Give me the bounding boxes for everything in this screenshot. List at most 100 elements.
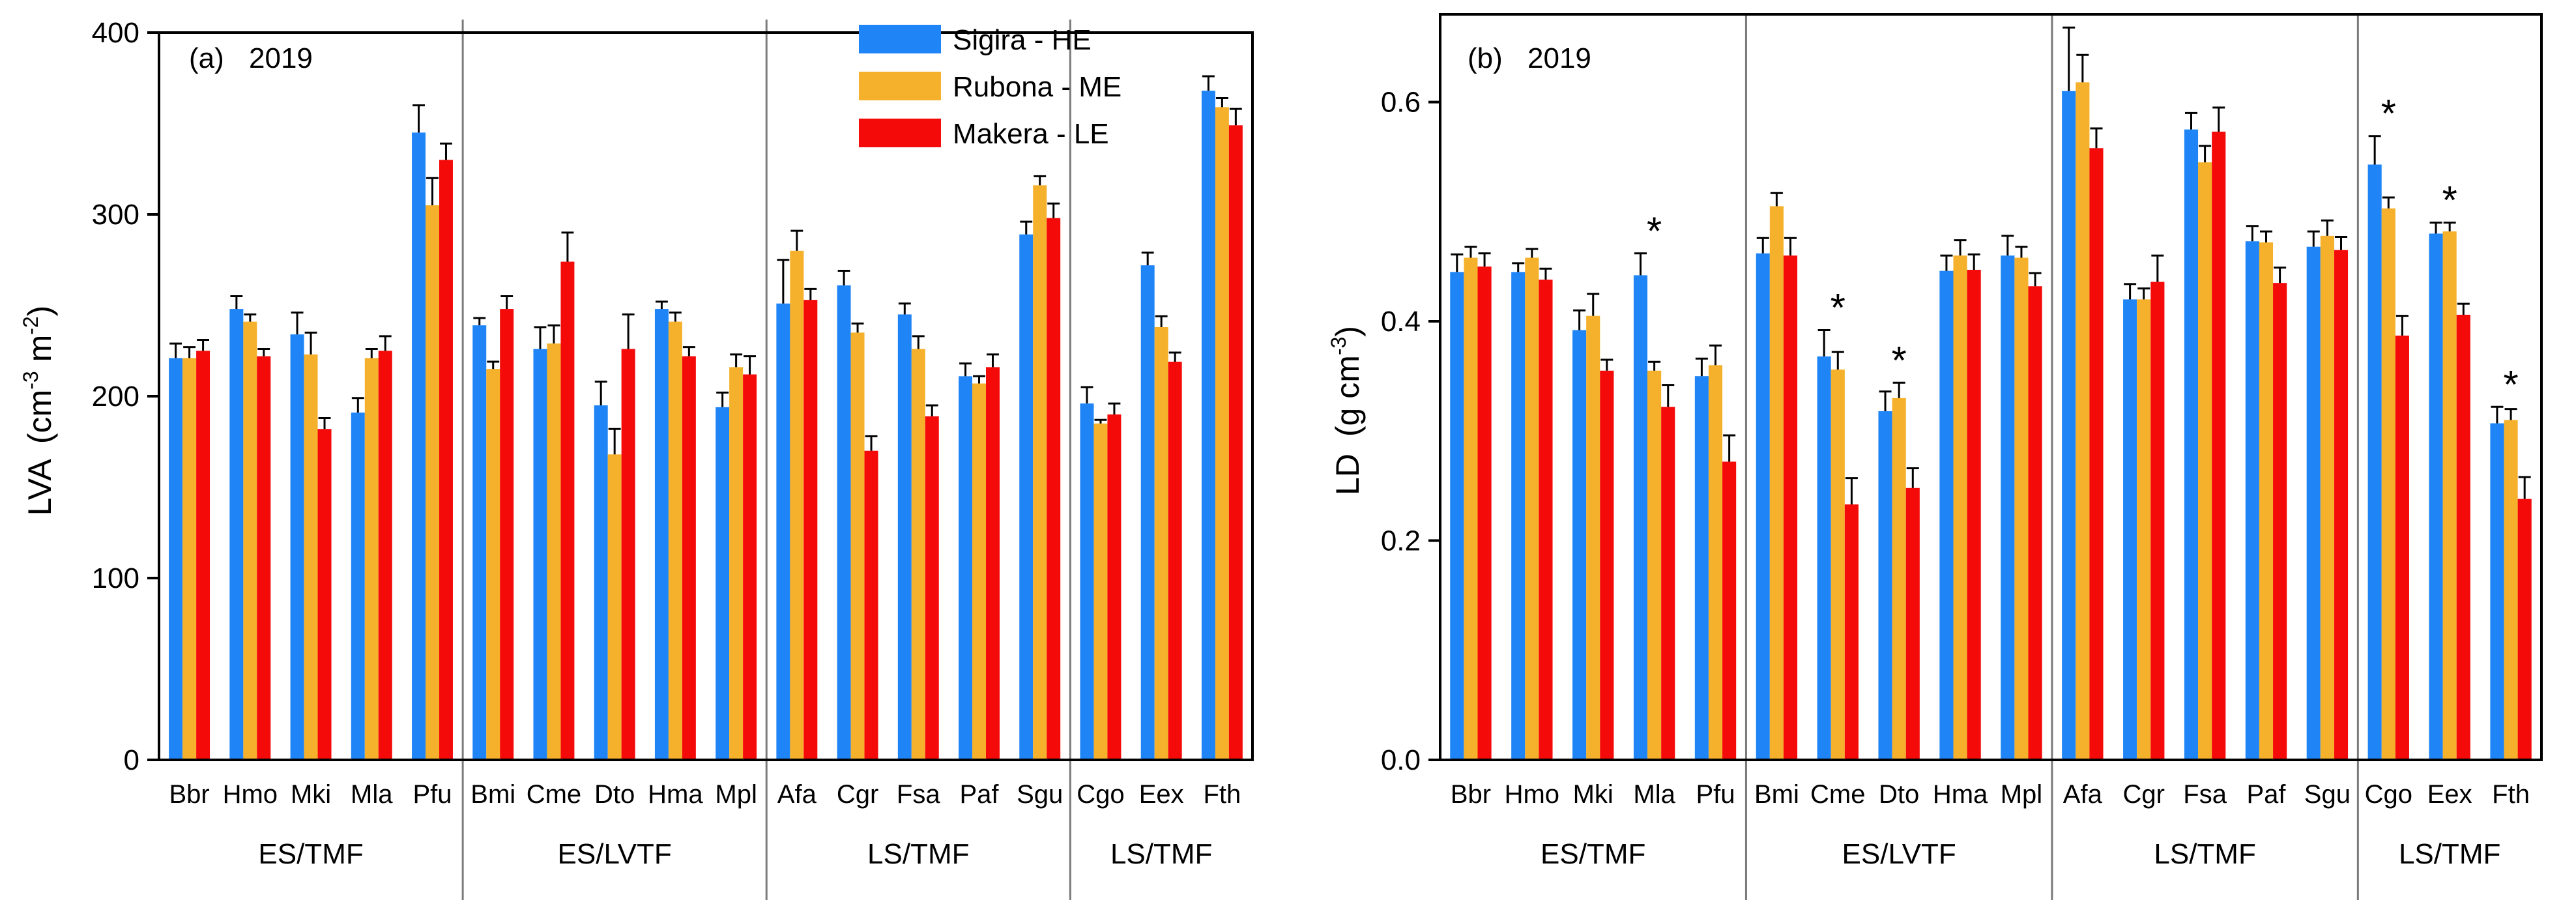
panel-a-bar-le-hma bbox=[682, 356, 696, 760]
panel-b-asterisk-eex: * bbox=[2442, 179, 2457, 222]
panel-b-x-tick-label: Dto bbox=[1879, 780, 1919, 809]
panel-a-bar-he-mpl bbox=[716, 407, 730, 760]
panel-b-x-tick-label: Mla bbox=[1633, 780, 1675, 809]
panel-b-asterisk-dto: * bbox=[1891, 338, 1906, 382]
panel-b-bar-me-hma bbox=[1953, 255, 1967, 760]
panel-b-bar-le-pfu bbox=[1722, 461, 1737, 760]
panel-a-bar-me-bbr bbox=[182, 358, 197, 760]
panel-b-bar-le-cgo bbox=[2395, 335, 2409, 760]
panel-a-bar-me-fth bbox=[1215, 107, 1229, 760]
panel-a-bar-le-mla bbox=[378, 351, 392, 760]
panel-b-bar-he-fth bbox=[2490, 423, 2504, 760]
panel-b-x-tick-label: Cme bbox=[1810, 780, 1865, 809]
panel-a-x-tick-label: Bbr bbox=[169, 780, 209, 809]
panel-b-bar-he-afa bbox=[2062, 91, 2076, 761]
panel-a-y-tick-label: 300 bbox=[92, 199, 139, 231]
panel-b-x-tick-label: Sgu bbox=[2304, 780, 2351, 809]
panel-b-bar-le-mki bbox=[1600, 370, 1614, 760]
panel-a-bar-le-cgo bbox=[1107, 414, 1122, 760]
panel-b-bar-he-cgr bbox=[2123, 299, 2137, 761]
panel-b-bar-me-cgr bbox=[2137, 299, 2151, 761]
panel-a-bar-he-cgo bbox=[1080, 403, 1094, 760]
panel-b-bar-le-cgr bbox=[2150, 282, 2165, 760]
panel-b-bar-he-eex bbox=[2429, 233, 2443, 760]
panel-b-group-label: ES/TMF bbox=[1541, 838, 1645, 870]
legend-label-me: Rubona - ME bbox=[953, 71, 1122, 103]
panel-a-bar-le-fth bbox=[1228, 125, 1243, 761]
legend: Sigira - HE Rubona - ME Makera - LE bbox=[859, 24, 1122, 150]
panel-b-bar-me-pfu bbox=[1708, 365, 1723, 760]
panel-a-bar-le-paf bbox=[985, 367, 1000, 760]
panel-b-bar-me-dto bbox=[1892, 398, 1906, 760]
panel-b-bar-me-fth bbox=[2504, 420, 2518, 760]
panel-b-bar-he-pfu bbox=[1694, 376, 1709, 760]
panel-b-bar-he-bmi bbox=[1756, 253, 1770, 760]
panel-b-bar-he-cgo bbox=[2367, 164, 2382, 760]
panel-a-bar-he-bmi bbox=[472, 325, 487, 760]
panel-b-x-tick-label: Cgr bbox=[2122, 780, 2164, 809]
panel-a-bar-me-pfu bbox=[426, 205, 439, 760]
panel-a-bar-he-cgr bbox=[837, 285, 851, 760]
panel-b-bar-me-paf bbox=[2259, 242, 2274, 760]
panel-a-bar-me-eex bbox=[1154, 327, 1168, 761]
panel-a-y-tick-label: 400 bbox=[92, 17, 139, 49]
panel-a-bar-he-bbr bbox=[169, 358, 183, 760]
panel-a-group-label: ES/LVTF bbox=[558, 838, 672, 870]
panel-a-bar-le-sgu bbox=[1047, 218, 1061, 761]
panel-b-bar-me-bbr bbox=[1464, 257, 1478, 760]
panel-a-x-tick-label: Dto bbox=[594, 780, 635, 809]
panel-a-bar-me-hmo bbox=[243, 321, 257, 760]
panel-a-bars bbox=[169, 75, 1243, 761]
legend-label-le: Makera - LE bbox=[953, 118, 1109, 150]
panel-a-y-tick-label: 0 bbox=[124, 744, 139, 776]
panel-b-bar-le-bmi bbox=[1783, 255, 1798, 760]
panel-b-x-tick-label: Eex bbox=[2427, 780, 2472, 809]
panel-b-bars bbox=[1450, 26, 2532, 761]
legend-swatch-he bbox=[859, 25, 941, 53]
panel-b-group-label: ES/LVTF bbox=[1842, 838, 1956, 870]
panel-a-bar-he-pfu bbox=[412, 132, 426, 760]
panel-a-bar-me-bmi bbox=[486, 369, 500, 760]
panel-a-bar-he-hma bbox=[654, 309, 669, 761]
panel-a-bar-le-bbr bbox=[196, 351, 210, 760]
panel-b-bar-he-mla bbox=[1633, 275, 1648, 760]
panel-a-y-axis-ticks: 0 100 200 300 400 bbox=[92, 17, 159, 776]
panel-b-year: 2019 bbox=[1527, 42, 1591, 74]
panel-a-bar-he-cme bbox=[533, 349, 547, 760]
panel-a-x-tick-label: Afa bbox=[777, 780, 817, 809]
panel-b-bar-le-afa bbox=[2089, 148, 2104, 760]
panel-b-bar-he-mki bbox=[1572, 330, 1587, 760]
panel-a-x-tick-label: Mki bbox=[291, 780, 331, 809]
panel-a-y-axis-label: LVA (cm-3 m-2) bbox=[19, 306, 58, 516]
panel-a-bar-me-cme bbox=[547, 343, 561, 760]
panel-b-bar-le-dto bbox=[1905, 487, 1920, 760]
panel-b-x-tick-label: Mpl bbox=[2001, 780, 2042, 809]
panel-b-bar-he-bbr bbox=[1450, 272, 1464, 761]
panel-a-x-tick-label: Pfu bbox=[412, 780, 452, 809]
panel-b-bar-le-hmo bbox=[1539, 280, 1553, 761]
panel-b-bar-me-mla bbox=[1647, 370, 1662, 760]
panel-a-group-label: LS/TMF bbox=[867, 838, 969, 870]
panel-b-bar-le-fsa bbox=[2212, 132, 2226, 760]
panel-a-bar-le-hmo bbox=[257, 356, 271, 760]
panel-a-x-tick-label: Cme bbox=[527, 780, 581, 809]
panel-a-bar-me-dto bbox=[607, 454, 622, 760]
panel-a-bar-he-afa bbox=[776, 303, 790, 761]
panel-a-bar-he-hmo bbox=[229, 309, 244, 761]
panel-b-x-tick-label: Pfu bbox=[1696, 780, 1735, 809]
panel-b-bar-he-mpl bbox=[2001, 255, 2015, 760]
panel-a-year: 2019 bbox=[249, 42, 313, 74]
panel-a-bar-he-eex bbox=[1140, 265, 1155, 760]
panel-b-bar-le-paf bbox=[2273, 283, 2287, 760]
panel-b-y-tick-label: 0.4 bbox=[1381, 306, 1421, 338]
panel-a-bar-he-paf bbox=[959, 376, 973, 760]
panel-a-bar-he-sgu bbox=[1019, 234, 1034, 760]
panel-a-bar-le-bmi bbox=[500, 309, 514, 761]
panel-a-x-tick-label: Cgr bbox=[837, 780, 878, 809]
panel-a-bar-le-cgr bbox=[864, 450, 878, 760]
panel-a-bar-me-hma bbox=[668, 321, 682, 760]
panel-b-bar-me-bmi bbox=[1769, 206, 1784, 761]
panel-a-bar-me-afa bbox=[790, 250, 804, 760]
panel-b-x-tick-labels: Bbr Hmo Mki Mla Pfu Bmi Cme Dto Hma Mpl Afa Cgr Fsa P… bbox=[1451, 780, 2530, 809]
